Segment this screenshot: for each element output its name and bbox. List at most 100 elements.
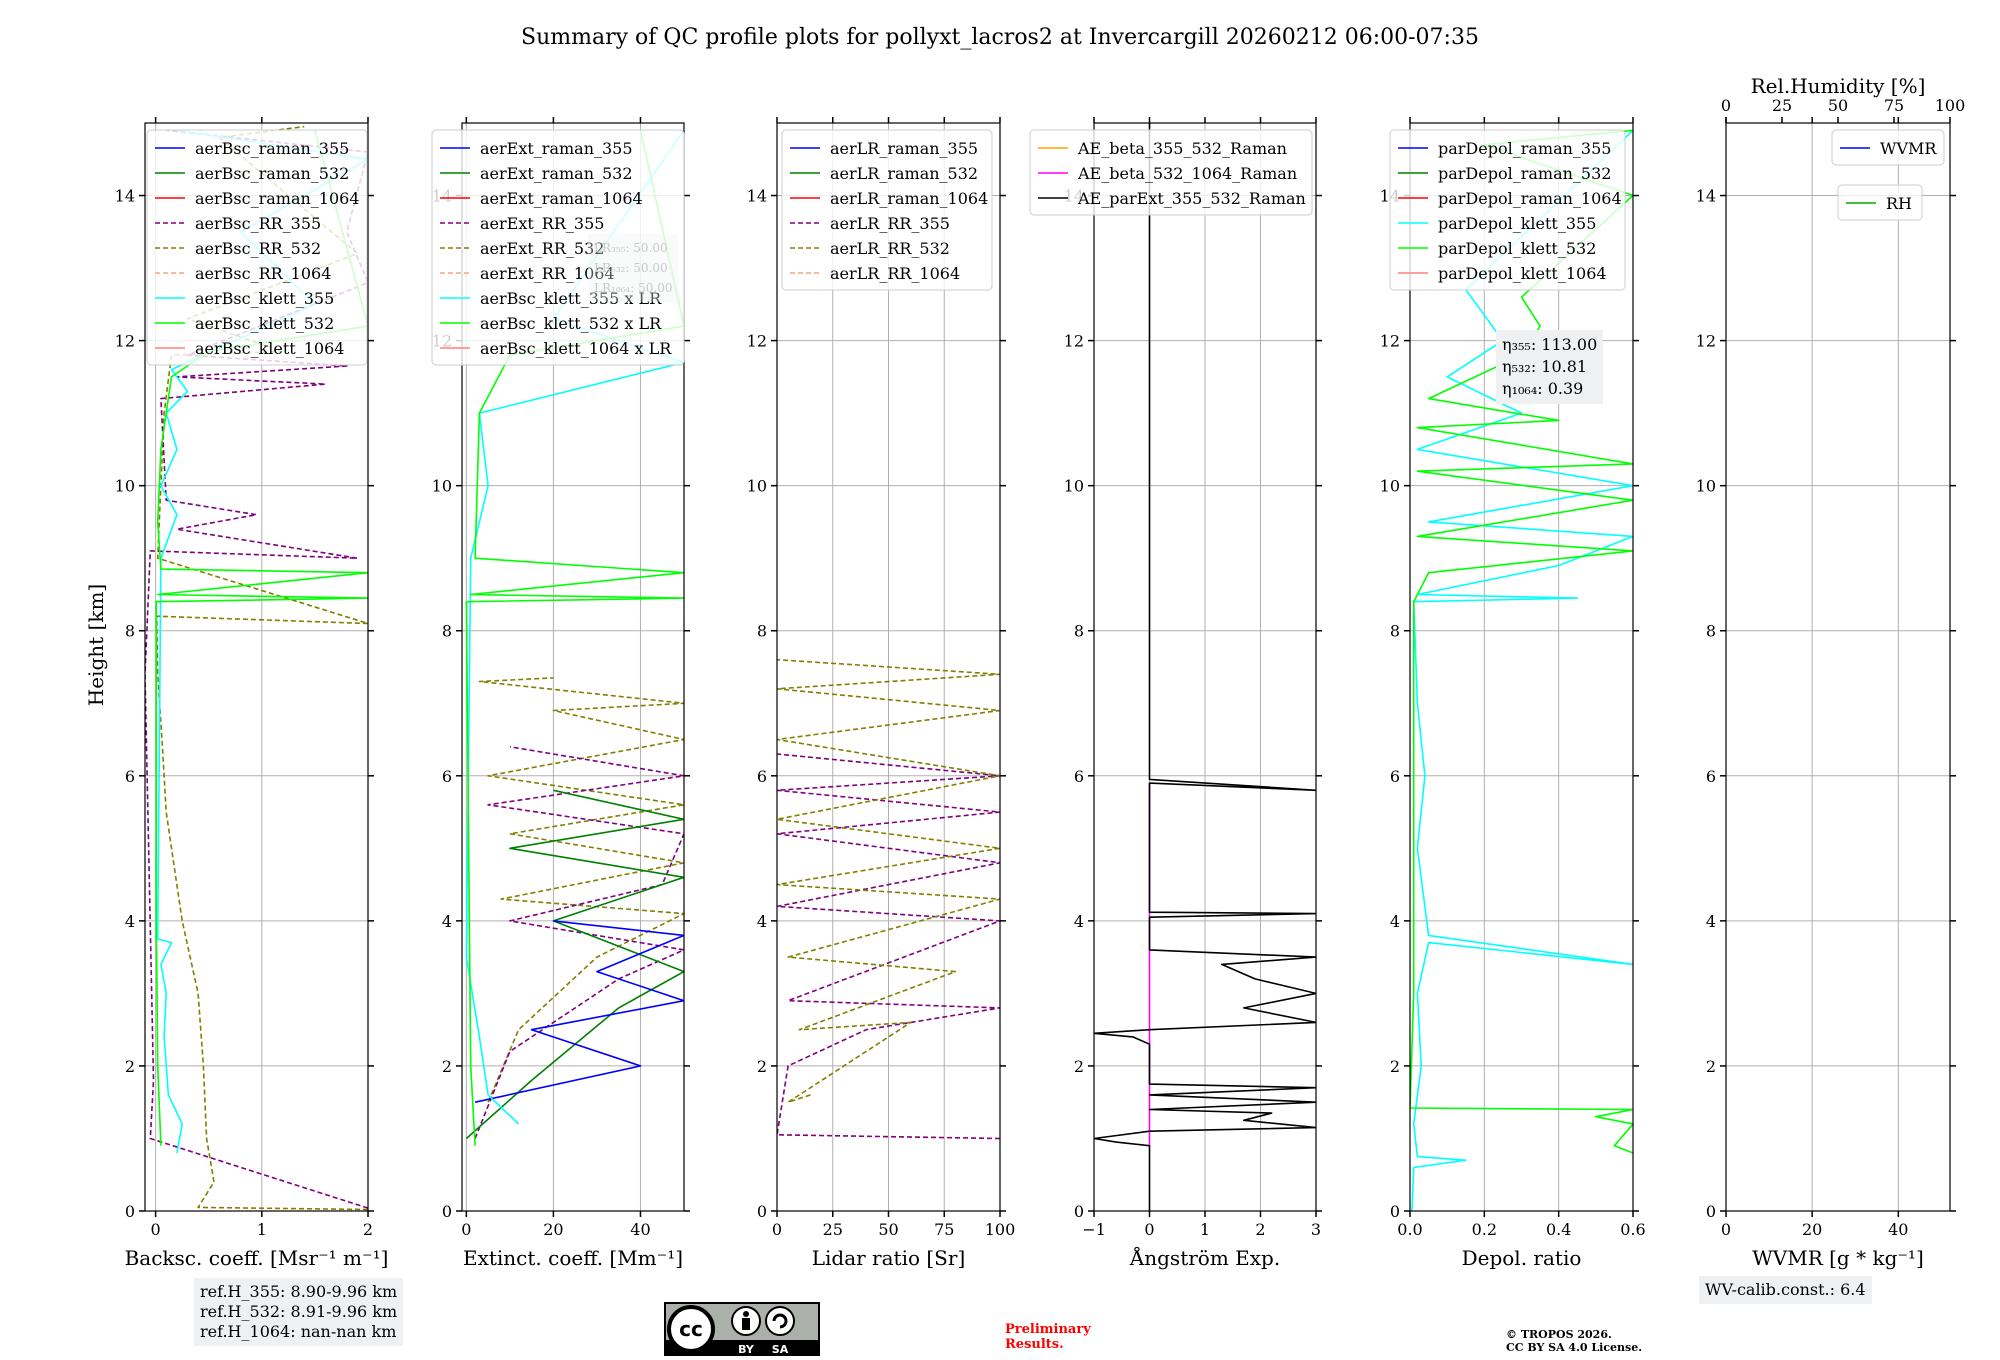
y-tick-label: 8: [125, 622, 135, 641]
y-tick-label: 4: [1074, 912, 1084, 931]
legend-label: WVMR: [1880, 139, 1937, 158]
y-tick-label: 0: [1390, 1202, 1400, 1221]
preliminary-line-1: Preliminary: [1005, 1322, 1091, 1337]
wv-calib-const: WV-calib.const.: 6.4: [1705, 1280, 1866, 1299]
y-tick-label: 2: [757, 1057, 767, 1076]
x-tick-label: 40: [630, 1220, 650, 1239]
y-tick-label: 8: [1390, 622, 1400, 641]
x-tick-label: 0.4: [1546, 1220, 1571, 1239]
figure-title: Summary of QC profile plots for pollyxt_…: [521, 25, 1479, 50]
top-x-tick-label: 25: [1772, 96, 1792, 115]
legend-label: aerLR_RR_532: [830, 239, 950, 258]
y-tick-label: 10: [747, 477, 767, 496]
y-tick-label: 0: [442, 1202, 452, 1221]
legend-label: AE_beta_355_532_Raman: [1077, 139, 1287, 158]
top-x-tick-label: 100: [1935, 96, 1966, 115]
x-tick-label: 100: [985, 1220, 1016, 1239]
legend-box: [1831, 129, 1945, 166]
top-x-tick-label: 50: [1828, 96, 1848, 115]
cc-by-sa-badge: cc BY SA: [664, 1302, 820, 1356]
axes-frame: [461, 122, 685, 1212]
legend-box: [781, 129, 993, 291]
y-tick-label: 4: [1390, 912, 1400, 931]
axes-frame: [1409, 122, 1634, 1212]
x-tick-label: 40: [1888, 1220, 1908, 1239]
reference-height-box: ref.H_355: 8.90-9.96 km ref.H_532: 8.91-…: [194, 1278, 404, 1346]
axes-frame: [144, 122, 369, 1212]
y-tick-label: 2: [125, 1057, 135, 1076]
y-tick-label: 8: [1706, 622, 1716, 641]
legend-label: aerExt_raman_1064: [480, 189, 643, 208]
series-line-aerlr-rr-355: [777, 753, 1000, 1140]
y-tick-label: 6: [1706, 767, 1716, 786]
y-tick-label: 2: [1390, 1057, 1400, 1076]
series-line-pardepol-klett-532: [1410, 129, 1633, 1154]
legend-label: aerLR_raman_1064: [830, 189, 988, 208]
series-line-aerext-raman-355: [474, 920, 684, 1103]
y-tick-label: 12: [747, 332, 767, 351]
copyright-line-1: © TROPOS 2026.: [1506, 1328, 1612, 1341]
legend-label: aerLR_raman_355: [830, 139, 978, 158]
legend-label: aerBsc_RR_532: [195, 239, 321, 258]
y-tick-label: 10: [115, 477, 135, 496]
y-tick-label: 8: [1074, 622, 1084, 641]
legend-label: aerBsc_raman_1064: [195, 189, 360, 208]
y-tick-label: 0: [1706, 1202, 1716, 1221]
x-axis-label: Backsc. coeff. [Msr⁻¹ m⁻¹]: [125, 1246, 389, 1270]
x-tick-label: 20: [1802, 1220, 1822, 1239]
x-tick-label: 0.6: [1620, 1220, 1645, 1239]
y-tick-label: 10: [1696, 477, 1716, 496]
legend-label: aerExt_RR_532: [480, 239, 604, 258]
legend-label: parDepol_raman_355: [1438, 139, 1611, 158]
panel-ext: 0204002468101214Extinct. coeff. [Mm⁻¹]ae…: [431, 117, 690, 1270]
y-tick-label: 8: [442, 622, 452, 641]
cc-logo-text: cc: [679, 1317, 703, 1341]
legend-box: [146, 129, 368, 366]
x-tick-label: 0: [1721, 1220, 1731, 1239]
panel-lr: 0 25 50 75 100 0 2 4 6 8 10 12 14 Lidar ratio [Sr] aer…: [747, 117, 1016, 1270]
legend-label: aerBsc_RR_355: [195, 214, 321, 233]
preliminary-line-2: Results.: [1005, 1337, 1064, 1352]
y-tick-label: 14: [1696, 187, 1716, 206]
x-tick-label: 75: [934, 1220, 954, 1239]
legend-box: [431, 129, 685, 366]
lidar-ratio-box: LR₃₅₅: 50.00 LR₅₃₂: 50.00 LR₁₀₆₄: 50.00: [588, 234, 679, 302]
legend-label: aerBsc_raman_532: [195, 164, 349, 183]
ref-height-532: ref.H_532: 8.91-9.96 km: [200, 1302, 398, 1321]
y-tick-label: 12: [115, 332, 135, 351]
panel-wv: 0 20 40 0 2 4 6 8 10 12 14 WVMR [g * kg⁻¹] 0 25 50 75 10…: [1696, 74, 1966, 1270]
legend-label: aerBsc_raman_355: [195, 139, 349, 158]
legend-label: parDepol_raman_1064: [1438, 189, 1622, 208]
copyright-note: © TROPOS 2026. CC BY SA 4.0 License.: [1506, 1328, 1642, 1354]
ref-height-355: ref.H_355: 8.90-9.96 km: [200, 1282, 398, 1301]
y-tick-label: 4: [125, 912, 135, 931]
y-tick-label: 0: [1074, 1202, 1084, 1221]
x-tick-label: 0: [772, 1220, 782, 1239]
x-axis-label: WVMR [g * kg⁻¹]: [1752, 1246, 1924, 1270]
ref-height-1064: ref.H_1064: nan-nan km: [200, 1322, 397, 1341]
cc-by-label: BY: [738, 1343, 755, 1356]
legend-label: parDepol_klett_532: [1438, 239, 1596, 258]
y-tick-label: 6: [442, 767, 452, 786]
x-axis-label: Ångström Exp.: [1129, 1245, 1280, 1270]
legend-box: [1389, 129, 1626, 291]
lr-355: LR₃₅₅: 50.00: [594, 241, 668, 255]
eta-1064: η₁₀₆₄: 0.39: [1502, 379, 1584, 398]
x-tick-label: 1: [1200, 1220, 1210, 1239]
x-axis-label: Depol. ratio: [1462, 1246, 1582, 1270]
legend-label: aerBsc_klett_1064 x LR: [480, 339, 672, 358]
y-tick-label: 6: [1074, 767, 1084, 786]
x-tick-label: 0: [151, 1220, 161, 1239]
x-tick-label: 50: [878, 1220, 898, 1239]
legend-box-rh: [1837, 184, 1923, 221]
series-line-pardepol-klett-355: [1411, 129, 1633, 1211]
wv-calibration-box: WV-calib.const.: 6.4: [1699, 1276, 1872, 1304]
y-tick-label: 14: [747, 187, 767, 206]
y-tick-label: 6: [1390, 767, 1400, 786]
attribution-head: [743, 1311, 749, 1317]
panel-depol: 0.00.20.40.602468101214Depol. ratioparDe…: [1380, 117, 1646, 1270]
x-tick-label: 2: [1255, 1220, 1265, 1239]
y-tick-label: 6: [125, 767, 135, 786]
